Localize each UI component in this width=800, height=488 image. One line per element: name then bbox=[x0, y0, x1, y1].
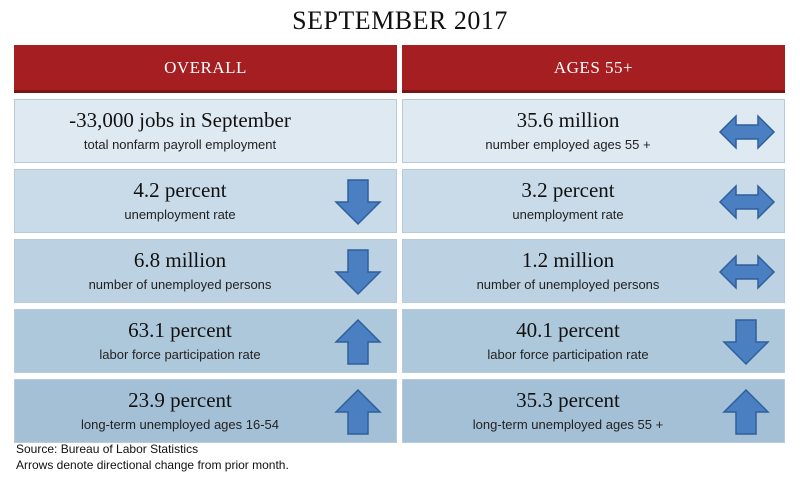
metric-description: number employed ages 55 + bbox=[485, 137, 651, 152]
arrow-down-icon bbox=[334, 179, 382, 226]
ages55-header: AGES 55+ bbox=[402, 45, 785, 93]
metric-value: 35.6 million bbox=[516, 108, 620, 132]
page-title: SEPTEMBER 2017 bbox=[292, 6, 508, 35]
arrow-down-icon bbox=[334, 249, 382, 296]
metric-description: total nonfarm payroll employment bbox=[83, 137, 277, 152]
ages55-row-0: 35.6 million number employed ages 55 + bbox=[402, 99, 785, 163]
source-note: Source: Bureau of Labor Statistics Arrow… bbox=[16, 441, 289, 473]
double-arrow-horizontal-icon bbox=[718, 254, 776, 290]
arrow-legend-text: Arrows denote directional change from pr… bbox=[16, 458, 289, 472]
ages55-row-3: 40.1 percent labor force participation r… bbox=[402, 309, 785, 373]
metric-description: labor force participation rate bbox=[487, 347, 649, 362]
metric-value: 3.2 percent bbox=[521, 178, 615, 202]
metric-description: labor force participation rate bbox=[99, 347, 261, 362]
arrow-up-icon bbox=[334, 318, 382, 365]
arrow-up-icon bbox=[722, 388, 770, 435]
overall-row-0: -33,000 jobs in September total nonfarm … bbox=[14, 99, 397, 163]
ages55-row-1: 3.2 percent unemployment rate bbox=[402, 169, 785, 233]
metric-value: 4.2 percent bbox=[133, 178, 227, 202]
metric-description: number of unemployed persons bbox=[88, 277, 272, 292]
ages55-row-4: 35.3 percent long-term unemployed ages 5… bbox=[402, 379, 785, 443]
metric-description: unemployment rate bbox=[124, 207, 236, 222]
metric-value: 35.3 percent bbox=[516, 388, 620, 412]
overall-header: OVERALL bbox=[14, 45, 397, 93]
metric-value: 6.8 million bbox=[133, 248, 227, 272]
double-arrow-horizontal-icon bbox=[718, 114, 776, 150]
metric-description: unemployment rate bbox=[512, 207, 624, 222]
metric-value: -33,000 jobs in September bbox=[69, 108, 291, 132]
metric-description: number of unemployed persons bbox=[476, 277, 660, 292]
arrow-down-icon bbox=[722, 319, 770, 366]
overall-row-2: 6.8 million number of unemployed persons bbox=[14, 239, 397, 303]
overall-column: OVERALL -33,000 jobs in September total … bbox=[14, 45, 397, 443]
double-arrow-horizontal-icon bbox=[718, 184, 776, 220]
overall-row-3: 63.1 percent labor force participation r… bbox=[14, 309, 397, 373]
source-text: Source: Bureau of Labor Statistics bbox=[16, 442, 199, 456]
metric-value: 23.9 percent bbox=[128, 388, 232, 412]
metric-value: 1.2 million bbox=[521, 248, 615, 272]
metric-value: 40.1 percent bbox=[516, 318, 620, 342]
ages55-column: AGES 55+ 35.6 million number employed ag… bbox=[402, 45, 785, 443]
metric-description: long-term unemployed ages 16-54 bbox=[80, 417, 279, 432]
arrow-up-icon bbox=[334, 388, 382, 435]
overall-row-4: 23.9 percent long-term unemployed ages 1… bbox=[14, 379, 397, 443]
overall-row-1: 4.2 percent unemployment rate bbox=[14, 169, 397, 233]
metric-description: long-term unemployed ages 55 + bbox=[472, 417, 664, 432]
ages55-row-2: 1.2 million number of unemployed persons bbox=[402, 239, 785, 303]
metric-value: 63.1 percent bbox=[128, 318, 232, 342]
